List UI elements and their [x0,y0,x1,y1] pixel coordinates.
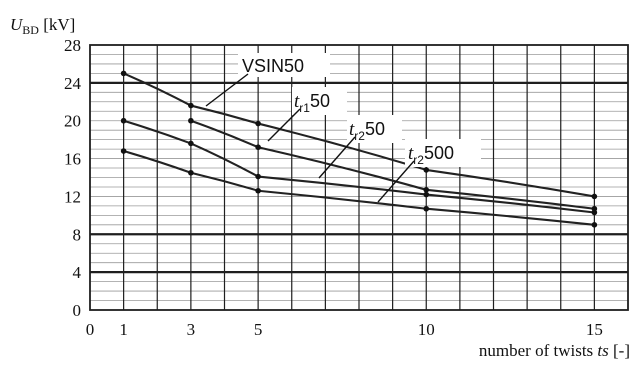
y-tick-label: 20 [64,112,81,131]
data-point-tr150 [423,187,430,193]
data-point-VSIN50 [188,102,194,109]
series-label-tr150: tr150 [294,91,330,115]
label-leader-line [267,108,301,142]
series-labels: VSIN50 tr150 tr250 tr2500 [205,53,481,203]
data-point-tr2500 [591,222,598,228]
data-point-tr150 [188,117,194,124]
x-tick-label: 1 [119,320,128,339]
y-axis-label: UBD [kV] [10,15,75,37]
series-label-tr2500: tr2500 [408,143,454,167]
x-axis-label: number of twists ts [-] [479,341,630,360]
series-label-bg [238,53,330,77]
series-label-VSIN50: VSIN50 [242,56,304,76]
y-tick-label: 24 [64,74,82,93]
label-leader-line [205,73,249,107]
series-line-VSIN50 [123,72,595,198]
data-point-tr250 [255,173,261,180]
data-point-tr250 [591,209,598,216]
data-point-tr250 [423,191,430,198]
y-tick-label: 16 [64,150,81,169]
series-line-tr250 [123,119,595,214]
axes: 0 4 8 12 16 20 24 28 0 1 3 5 10 15 UBD [kV] number of t… [10,15,630,360]
x-tick-label: 0 [86,320,95,339]
data-point-tr2500 [255,187,261,194]
series-label-bg [292,87,347,115]
plot-frame [89,44,629,311]
series-label-bg [347,115,402,143]
data-point-VSIN50 [591,193,598,200]
data-point-tr250 [120,117,127,124]
series-label-bg [405,139,481,167]
y-tick-label: 0 [73,301,82,320]
x-tick-label: 10 [418,320,435,339]
y-tick-label: 28 [64,36,81,55]
y-tick-label: 12 [64,187,81,206]
data-point-VSIN50 [120,70,127,77]
label-leader-line [377,160,415,203]
series-group [120,70,598,228]
label-leader-line [318,136,356,179]
data-point-VSIN50 [255,120,261,127]
y-tick-label: 4 [73,263,82,282]
data-point-VSIN50 [423,167,430,173]
data-point-tr250 [188,140,194,147]
data-point-tr150 [255,144,261,151]
data-point-tr2500 [188,169,194,176]
x-tick-label: 15 [586,320,603,339]
series-line-tr2500 [123,149,595,226]
series-line-tr150 [190,119,595,210]
data-point-tr2500 [120,148,127,154]
grid [89,44,629,311]
y-tick-label: 8 [73,225,82,244]
series-label-tr250: tr250 [349,119,385,143]
x-tick-label: 3 [187,320,196,339]
data-point-tr2500 [423,205,430,212]
x-tick-label: 5 [254,320,263,339]
